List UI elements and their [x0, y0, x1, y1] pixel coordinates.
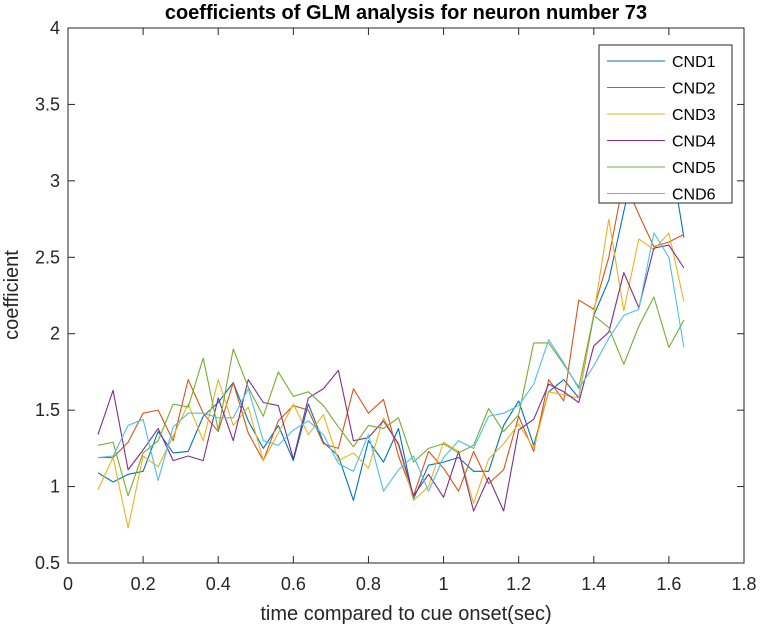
- legend: CND1 CND2 CND3 CND4 CND5 CND6: [598, 44, 733, 204]
- legend-label: CND4: [672, 134, 716, 151]
- x-tick-label: 0.8: [356, 574, 381, 594]
- y-tick-label: 2.5: [35, 247, 60, 267]
- x-tick-label: 0.6: [281, 574, 306, 594]
- y-tick-label: 1.5: [35, 400, 60, 420]
- series-line-cnd5: [97, 296, 685, 497]
- x-tick-label: 0.2: [131, 574, 156, 594]
- series-layer: [97, 137, 685, 529]
- y-tick-label: 2: [50, 324, 60, 344]
- x-tick-label: 1.8: [731, 574, 756, 594]
- chart-title: coefficients of GLM analysis for neuron …: [165, 2, 647, 24]
- y-tick-label: 4: [50, 18, 60, 38]
- legend-label: CND2: [672, 81, 716, 98]
- series-line-cnd2: [98, 178, 685, 497]
- legend-item-cnd4: CND4: [607, 134, 716, 151]
- axes-box: [67, 27, 745, 564]
- legend-item-cnd2: CND2: [607, 81, 716, 98]
- x-tick-label: 1.2: [506, 574, 531, 594]
- legend-items: CND1 CND2 CND3 CND4 CND5 CND6: [607, 54, 716, 204]
- y-tick-label: 3: [50, 171, 60, 191]
- x-tick-label: 1.6: [656, 574, 681, 594]
- legend-label: CND1: [672, 54, 716, 71]
- x-tick-label: 0.4: [206, 574, 231, 594]
- x-tick-label: 1.4: [581, 574, 606, 594]
- series-line-cnd4: [97, 244, 685, 512]
- x-tick-label: 1: [439, 574, 449, 594]
- legend-label: CND5: [672, 160, 716, 177]
- x-tick-label: 0: [63, 574, 73, 594]
- y-tick-label: 0.5: [35, 553, 60, 573]
- y-axis-label: coefficient: [1, 250, 23, 340]
- legend-item-cnd6: CND6: [607, 187, 716, 204]
- series-line-cnd6: [97, 232, 685, 492]
- legend-item-cnd5: CND5: [607, 160, 716, 177]
- legend-item-cnd1: CND1: [607, 54, 716, 71]
- y-tick-label: 1: [50, 477, 60, 497]
- legend-box: [598, 44, 733, 204]
- legend-label: CND3: [672, 107, 716, 124]
- y-ticks: 0.5 1 1.5 2 2.5 3 3.5 4: [35, 18, 744, 573]
- y-tick-label: 3.5: [35, 94, 60, 114]
- x-ticks: 0 0.2 0.4 0.6 0.8 1 1.2 1.4 1.6 1.8: [63, 28, 757, 594]
- x-axis-label: time compared to cue onset(sec): [260, 603, 551, 625]
- legend-item-cnd3: CND3: [607, 107, 716, 124]
- legend-label: CND6: [672, 187, 716, 204]
